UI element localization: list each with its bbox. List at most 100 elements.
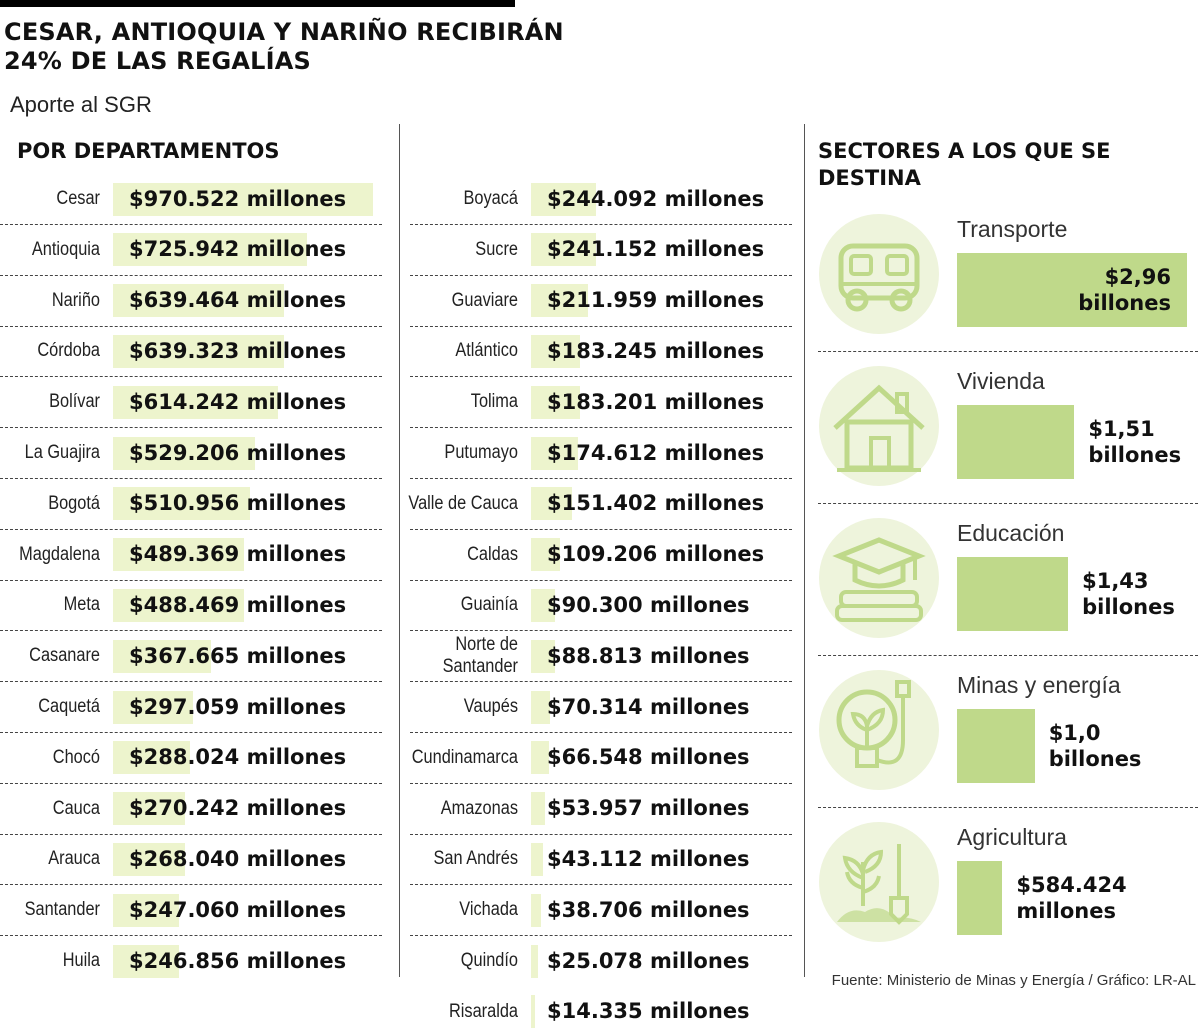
column-divider-1 (399, 124, 400, 977)
department-label: Antioquia (31, 238, 100, 260)
department-value: $43.112 millones (547, 846, 750, 871)
department-bar (531, 284, 588, 318)
column-divider-2 (804, 124, 805, 977)
sector-label: Vivienda (957, 368, 1045, 394)
department-bar (531, 385, 581, 419)
department-bar (113, 741, 191, 775)
row-divider (0, 833, 382, 835)
department-value: $510.956 millones (129, 491, 347, 516)
department-label: Magdalena (19, 543, 101, 565)
sector-value: $2,96 billones (1078, 265, 1171, 315)
row-divider (410, 528, 792, 530)
sector-divider (818, 655, 1198, 656)
department-label: Arauca (48, 848, 100, 870)
department-bar (531, 487, 572, 521)
department-bar (531, 842, 543, 876)
department-label: Atlántico (455, 340, 518, 362)
department-bar (531, 893, 542, 927)
department-label: Putumayo (444, 442, 518, 463)
department-label: Guainía (460, 594, 518, 616)
department-bar (531, 741, 549, 775)
department-bar (531, 995, 535, 1028)
row-divider (0, 376, 382, 378)
department-bar (531, 334, 581, 368)
department-label: Santander (24, 899, 100, 921)
department-label: Casanare (29, 645, 100, 667)
department-label: Cesar (56, 188, 100, 209)
department-value: $639.323 millones (129, 338, 347, 363)
row-divider (0, 224, 382, 225)
department-value: $38.706 millones (547, 897, 750, 922)
department-bar (531, 944, 538, 978)
department-bar (113, 334, 285, 368)
row-divider (410, 833, 792, 835)
department-bar (113, 842, 185, 876)
department-value: $109.206 millones (547, 542, 765, 567)
department-label: Córdoba (37, 340, 100, 362)
department-value: $725.942 millones (129, 237, 347, 262)
department-value: $183.245 millones (547, 338, 765, 363)
row-divider (410, 478, 792, 479)
department-value: $53.957 millones (547, 796, 750, 821)
department-value: $211.959 millones (547, 288, 765, 313)
department-bar (113, 233, 308, 267)
department-value: $529.206 millones (129, 440, 347, 465)
department-value: $14.335 millones (547, 999, 750, 1024)
department-bar (531, 436, 578, 470)
department-label: Meta (63, 594, 100, 616)
department-bar (113, 690, 193, 724)
row-divider (0, 732, 382, 733)
department-label: Caldas (467, 543, 518, 565)
sector-value: $584.424 millones (1016, 873, 1127, 923)
department-bar (113, 487, 250, 521)
row-divider (0, 681, 382, 683)
department-bar (531, 792, 546, 826)
sector-label: Agricultura (957, 824, 1067, 850)
department-value: $639.464 millones (129, 288, 347, 313)
row-divider (410, 376, 792, 378)
department-bar (531, 538, 561, 572)
department-value: $66.548 millones (547, 745, 750, 770)
row-divider (0, 782, 382, 784)
department-value: $183.201 millones (547, 389, 765, 414)
department-bar (113, 893, 180, 927)
department-value: $70.314 millones (547, 694, 750, 719)
sector-label: Transporte (957, 216, 1068, 242)
department-bar (113, 284, 285, 318)
department-bar (531, 639, 555, 673)
row-divider (410, 630, 792, 632)
department-label: Boyacá (463, 188, 518, 209)
department-bar (531, 588, 556, 622)
department-bar (531, 233, 596, 267)
department-value: $614.242 millones (129, 389, 347, 414)
departments-heading: POR DEPARTAMENTOS (17, 139, 280, 163)
department-value: $151.402 millones (547, 491, 765, 516)
department-label: Tolima (470, 391, 518, 413)
house-icon (819, 366, 939, 486)
lightbulb-plant-icon (819, 670, 939, 790)
row-divider (410, 224, 792, 225)
department-label: Vichada (459, 899, 518, 921)
department-label: Sucre (475, 238, 518, 260)
sector-value: $1,43 billones (1082, 569, 1175, 619)
department-value: $88.813 millones (547, 643, 750, 668)
department-value: $90.300 millones (547, 592, 750, 617)
department-label: Bolívar (49, 391, 100, 413)
sector-label: Educación (957, 520, 1065, 546)
department-value: $241.152 millones (547, 237, 765, 262)
row-divider (0, 478, 382, 479)
department-bar (113, 588, 244, 622)
source-credit: Fuente: Ministerio de Minas y Energía / … (831, 972, 1196, 989)
sector-divider (818, 351, 1198, 352)
row-divider (0, 274, 382, 276)
department-value: $367.665 millones (129, 643, 347, 668)
department-value: $288.024 millones (129, 745, 347, 770)
department-label: La Guajira (24, 442, 100, 463)
sector-bar (957, 557, 1069, 631)
department-label: Nariño (51, 289, 100, 311)
department-value: $246.856 millones (129, 948, 347, 973)
graduation-cap-icon (819, 518, 939, 638)
department-bar (113, 792, 186, 826)
department-value: $244.092 millones (547, 186, 765, 211)
row-divider (0, 884, 382, 886)
